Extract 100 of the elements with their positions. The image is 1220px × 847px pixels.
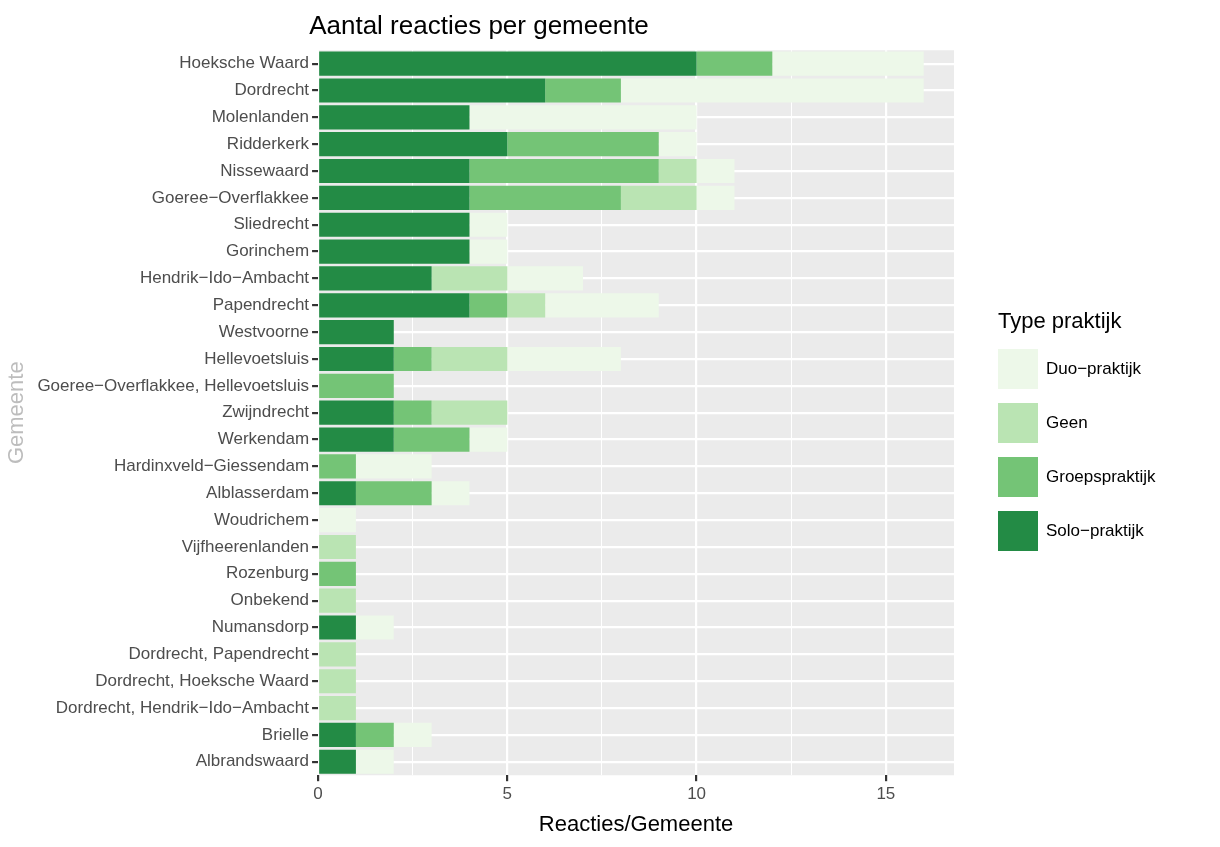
y-tick-label: Goeree−Overflakkee, Hellevoetsluis	[37, 375, 310, 395]
bar	[355, 615, 394, 640]
chart-title: Aantal reacties per gemeente	[309, 9, 649, 40]
y-tick-label: Westvoorne	[218, 321, 310, 341]
x-axis-title: Reacties/Gemeente	[538, 810, 734, 836]
bar	[319, 508, 356, 533]
bar	[319, 212, 470, 237]
y-tick-label: Woudrichem	[213, 509, 310, 529]
bar	[319, 642, 356, 667]
legend-title: Type praktijk	[998, 308, 1123, 334]
y-tick-label: Hendrik−Ido−Ambacht	[139, 268, 310, 288]
bar	[469, 158, 659, 184]
bar	[507, 346, 621, 372]
legend-label: Groepspraktijk	[1046, 467, 1156, 487]
x-tick-label: 5	[502, 784, 513, 804]
y-tick-label: Dordrecht, Hendrik−Ido−Ambacht	[55, 697, 310, 717]
y-tick-label: Goeree−Overflakkee	[151, 187, 310, 207]
bar	[393, 722, 432, 748]
bar	[469, 212, 508, 237]
bar	[319, 427, 394, 452]
y-tick-label: Papendrecht	[212, 294, 310, 314]
bar	[658, 132, 697, 157]
y-axis-title: Gemeente	[3, 361, 29, 465]
bar	[507, 132, 659, 157]
legend-label: Solo−praktijk	[1046, 521, 1144, 541]
bar	[319, 373, 394, 398]
bar	[319, 534, 356, 560]
bar	[696, 51, 773, 76]
y-tick-label: Dordrecht	[234, 80, 310, 100]
bar	[545, 293, 659, 318]
bar	[469, 185, 621, 210]
bar	[620, 78, 924, 103]
bar	[319, 588, 356, 613]
bar	[355, 722, 394, 748]
x-tick-label: 15	[876, 784, 896, 804]
y-tick-label: Nissewaard	[220, 160, 310, 180]
bar	[319, 293, 470, 318]
bar	[431, 346, 508, 372]
y-tick-label: Ridderkerk	[226, 133, 310, 153]
bar	[431, 266, 508, 291]
y-tick-label: Molenlanden	[211, 107, 310, 127]
bar	[469, 427, 508, 452]
bar	[393, 346, 432, 372]
legend-label: Duo−praktijk	[1046, 359, 1141, 379]
y-tick-label: Onbekend	[230, 590, 310, 610]
bar	[319, 105, 470, 130]
x-tick-label: 0	[313, 784, 323, 804]
bar	[431, 400, 508, 425]
bar	[469, 105, 697, 130]
bar	[319, 722, 356, 748]
bar	[319, 158, 470, 184]
bar	[355, 749, 394, 774]
bar	[319, 320, 394, 345]
y-tick-label: Brielle	[261, 724, 310, 744]
bar	[507, 266, 584, 291]
bar	[319, 239, 470, 264]
y-tick-label: Hardinxveld−Giessendam	[113, 456, 310, 476]
bar	[319, 266, 432, 291]
bar	[319, 615, 356, 640]
bar	[319, 51, 697, 76]
bar	[319, 454, 356, 479]
y-tick-label: Gorinchem	[225, 241, 310, 261]
x-tick-label: 10	[687, 784, 707, 804]
bar	[319, 400, 394, 425]
bar	[319, 669, 356, 694]
y-tick-label: Hellevoetsluis	[204, 348, 310, 368]
y-tick-label: Numansdorp	[211, 617, 310, 637]
bar	[319, 561, 356, 586]
bar	[319, 481, 356, 506]
bar	[319, 749, 356, 774]
bar	[319, 346, 394, 372]
y-tick-label: Alblasserdam	[206, 482, 310, 502]
bar	[620, 185, 697, 210]
y-tick-label: Albrandswaard	[195, 751, 310, 771]
bar	[658, 158, 697, 184]
bar	[431, 481, 470, 506]
bar	[772, 51, 924, 76]
bar	[393, 427, 470, 452]
y-tick-label: Hoeksche Waard	[179, 53, 310, 73]
bar	[319, 132, 508, 157]
legend-label: Geen	[1046, 413, 1088, 433]
y-tick-label: Sliedrecht	[233, 214, 310, 234]
bar	[319, 185, 470, 210]
bar	[319, 695, 356, 721]
y-tick-label: Dordrecht, Papendrecht	[128, 644, 310, 664]
bar	[469, 239, 508, 264]
y-tick-label: Dordrecht, Hoeksche Waard	[95, 670, 310, 690]
bar	[393, 400, 432, 425]
bar	[319, 78, 546, 103]
bar	[469, 293, 508, 318]
bar	[355, 454, 432, 479]
bar	[696, 158, 735, 184]
bar	[545, 78, 621, 103]
bar	[507, 293, 546, 318]
y-tick-label: Werkendam	[217, 429, 310, 449]
y-tick-label: Rozenburg	[225, 563, 310, 583]
bar	[355, 481, 432, 506]
y-tick-label: Zwijndrecht	[222, 402, 310, 422]
bar	[696, 185, 735, 210]
y-tick-label: Vijfheerenlanden	[181, 536, 310, 556]
